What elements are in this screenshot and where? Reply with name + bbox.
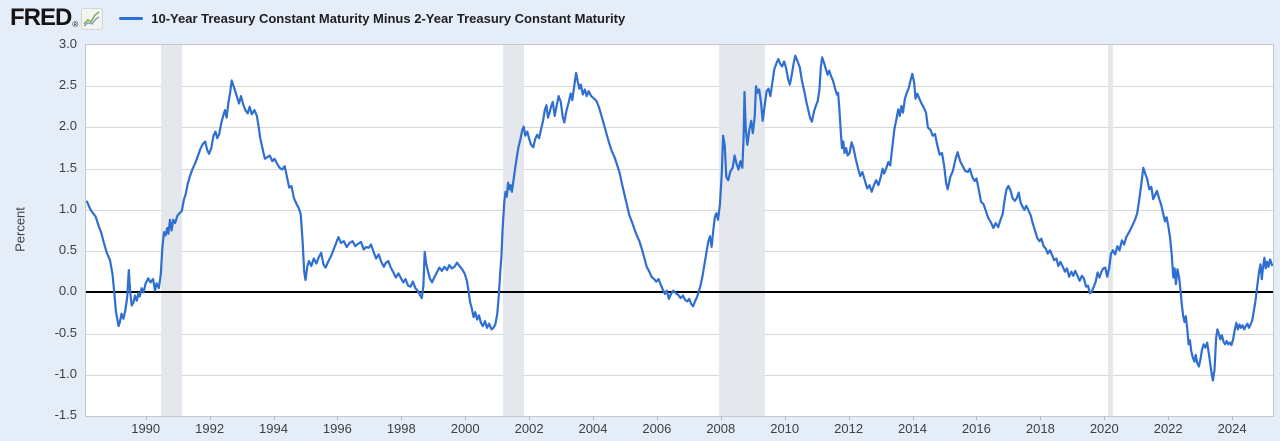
x-axis-tick-mark	[209, 416, 211, 420]
y-axis-tick-label: 2.0	[58, 118, 77, 134]
x-axis-tick-label: 1998	[386, 421, 416, 436]
x-axis-tick-label: 2020	[1089, 421, 1119, 436]
x-axis-tick-label: 1990	[131, 421, 161, 436]
gridline	[86, 333, 1273, 335]
x-axis-tick-mark	[337, 416, 339, 420]
x-axis-tick-mark	[529, 416, 531, 420]
y-axis-tick-label: 0.5	[58, 242, 77, 258]
y-axis-tick-label: 1.5	[58, 159, 77, 175]
x-axis-tick-mark	[465, 416, 467, 420]
y-axis-tick-label: 3.0	[58, 36, 77, 51]
y-axis-tick-label: -1.0	[54, 365, 77, 381]
x-axis-tick-label: 1994	[259, 421, 288, 436]
y-axis-tick-label: 0.0	[58, 283, 77, 299]
y-axis-tick-label: -0.5	[54, 324, 77, 340]
gridline	[86, 127, 1273, 129]
x-axis-tick-mark	[593, 416, 594, 420]
x-axis-tick-label: 2010	[770, 421, 800, 436]
recession-band	[503, 45, 525, 416]
x-axis-tick-label: 2014	[898, 421, 927, 436]
x-axis-tick-mark	[912, 416, 914, 420]
fred-sparkline-icon	[81, 8, 104, 30]
x-axis-tick-label: 2000	[450, 421, 480, 436]
legend-line-swatch	[119, 16, 144, 20]
x-axis-tick-mark	[976, 416, 978, 420]
x-axis-tick-mark	[145, 416, 147, 420]
y-axis-tick-label: -1.5	[54, 407, 77, 422]
recession-band	[1107, 45, 1113, 416]
x-axis-tick-mark	[1232, 416, 1234, 420]
y-axis-tick-label: 1.0	[58, 200, 77, 216]
recession-band	[718, 45, 765, 416]
data-line	[85, 54, 1274, 382]
x-axis-tick-mark	[1168, 416, 1170, 420]
x-axis-tick-label: 2008	[706, 421, 736, 436]
legend: 10-Year Treasury Constant Maturity Minus…	[119, 11, 625, 26]
x-axis-tick-label: 2002	[514, 421, 544, 436]
x-axis-tick-label: 2024	[1217, 421, 1247, 436]
x-axis-tick-label: 1996	[322, 421, 352, 436]
y-axis-tick-label: 2.5	[58, 77, 77, 93]
series-title[interactable]: 10-Year Treasury Constant Maturity Minus…	[151, 10, 626, 26]
plot-area[interactable]	[85, 44, 1274, 417]
registered-trademark-symbol: ®	[72, 20, 79, 29]
x-axis-tick-mark	[1104, 416, 1106, 420]
gridline	[86, 209, 1273, 211]
gridline	[86, 374, 1273, 376]
x-axis-tick-mark	[784, 416, 786, 420]
gridline	[86, 86, 1273, 88]
x-axis-tick-label: 1992	[195, 421, 225, 436]
chart-header: FRED ® 10-Year Treasury Constant Maturit…	[0, 0, 1280, 36]
x-axis-tick-mark	[720, 416, 722, 420]
gridline	[86, 251, 1273, 253]
fred-logo-text: FRED	[10, 4, 72, 31]
x-axis-tick-mark	[848, 416, 850, 420]
x-axis-tick-label: 2012	[834, 421, 864, 436]
gridline	[86, 168, 1273, 170]
fred-logo-link[interactable]: FRED ®	[10, 4, 104, 31]
x-axis-tick-mark	[401, 416, 403, 420]
x-axis-tick-label: 2016	[961, 421, 991, 436]
x-axis-tick-mark	[656, 416, 658, 420]
x-axis-tick-label: 2022	[1153, 421, 1183, 436]
x-axis-tick-mark	[273, 416, 275, 420]
x-axis-tick-label: 2006	[642, 421, 672, 436]
x-axis-tick-label: 2004	[578, 421, 608, 436]
x-axis-tick-label: 2018	[1025, 421, 1055, 436]
x-axis-tick-mark	[1040, 416, 1042, 420]
zero-line	[86, 291, 1273, 294]
